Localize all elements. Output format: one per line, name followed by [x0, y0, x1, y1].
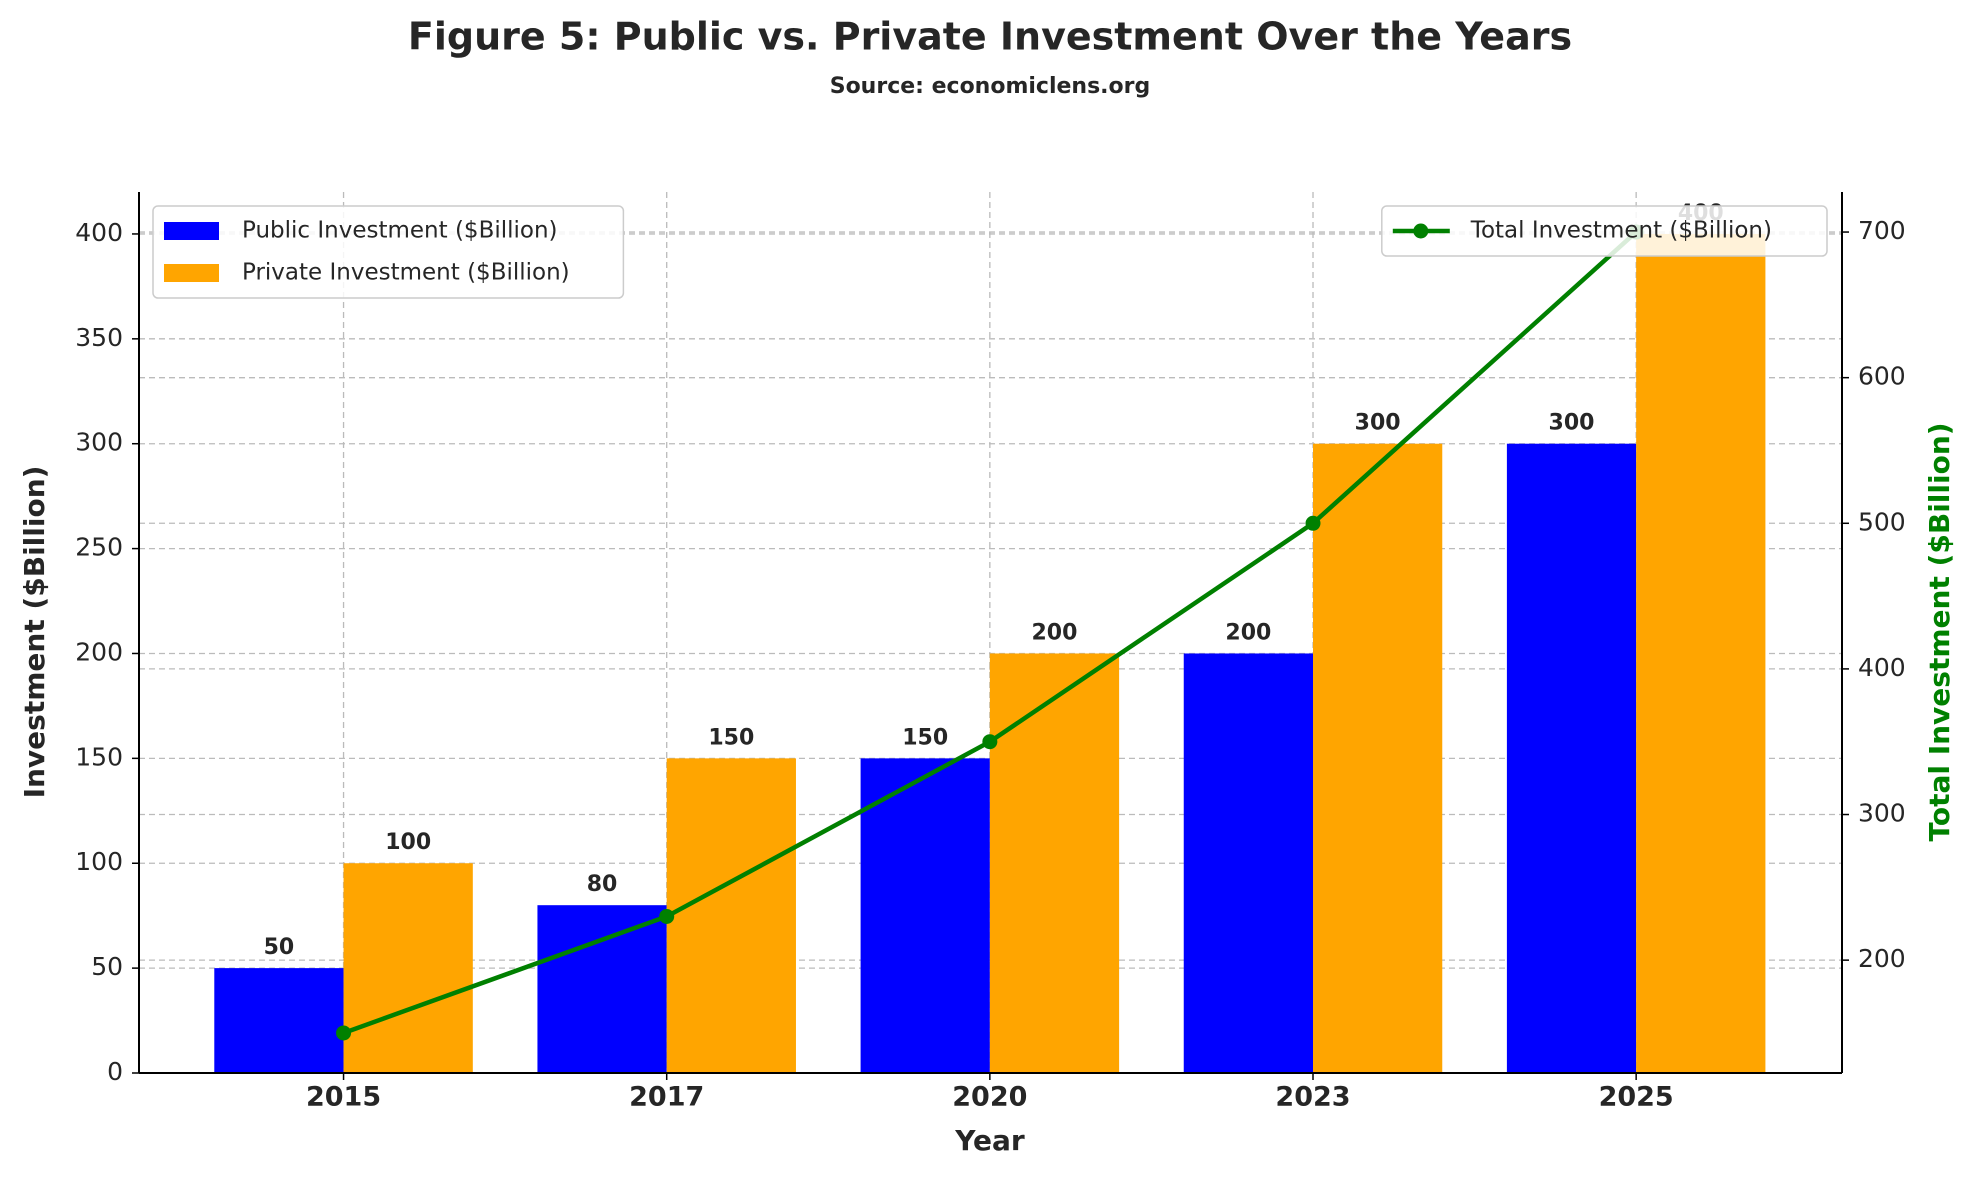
chart-subtitle: Source: economiclens.org — [830, 74, 1151, 99]
x-tick-label: 2023 — [1275, 1082, 1350, 1113]
bar — [1313, 443, 1443, 1073]
bar — [343, 863, 473, 1073]
legend-label: Total Investment ($Billion) — [1470, 218, 1772, 244]
point — [1305, 515, 1321, 531]
y2-tick-label: 700 — [1858, 216, 1906, 245]
x-tick-label: 2020 — [952, 1082, 1027, 1113]
x-tick-label: 2015 — [306, 1082, 381, 1113]
y-tick-label: 400 — [75, 218, 123, 247]
x-axis-label: Year — [954, 1124, 1025, 1157]
y2-tick-label: 300 — [1858, 799, 1906, 828]
legend-label: Private Investment ($Billion) — [242, 260, 570, 286]
point — [659, 908, 675, 924]
legend-marker — [1413, 223, 1429, 239]
bar — [989, 653, 1120, 1073]
data-label: 100 — [385, 830, 431, 855]
y-tick-label: 200 — [75, 637, 123, 666]
y2-tick-label: 600 — [1858, 362, 1906, 391]
bar — [666, 758, 796, 1073]
data-label: 80 — [587, 872, 618, 897]
y-tick-label: 350 — [75, 323, 123, 352]
bars — [214, 233, 1766, 1073]
chart-title: Figure 5: Public vs. Private Investment … — [408, 15, 1572, 59]
data-label: 300 — [1355, 411, 1401, 436]
x-tick-label: 2017 — [629, 1082, 704, 1113]
y-tick-label: 100 — [75, 847, 123, 876]
legend-label: Public Investment ($Billion) — [242, 218, 558, 244]
bar — [1636, 233, 1766, 1073]
bar — [537, 905, 667, 1073]
x-tick-label: 2025 — [1599, 1082, 1674, 1113]
data-label: 150 — [708, 725, 754, 750]
point — [982, 734, 998, 750]
data-label: 50 — [264, 935, 295, 960]
y-tick-label: 300 — [75, 428, 123, 457]
data-label: 300 — [1549, 411, 1595, 436]
data-label: 200 — [1032, 620, 1078, 645]
y2-tick-label: 400 — [1858, 653, 1906, 682]
y-tick-label: 50 — [91, 952, 123, 981]
bar — [214, 968, 344, 1073]
legend-swatch — [164, 264, 219, 282]
legend-swatch — [164, 222, 219, 240]
point — [336, 1025, 352, 1041]
y2-tick-label: 200 — [1858, 944, 1906, 973]
data-label: 200 — [1225, 620, 1271, 645]
bar — [860, 758, 990, 1073]
data-label: 150 — [902, 725, 948, 750]
legend-box — [152, 205, 625, 299]
labels: 0 50 100 150 200 250 300 350 400 200 300 400 500 600 7… — [75, 201, 1905, 1113]
legend-box — [1381, 205, 1828, 257]
legend: Public Investment ($Billion) Private Inve… — [152, 205, 625, 299]
bar — [1506, 443, 1637, 1073]
y2-axis-label: Total Investment ($Billion) — [1923, 422, 1956, 841]
y-tick-label: 250 — [75, 533, 123, 562]
bar — [1183, 653, 1314, 1073]
y2-tick-label: 500 — [1858, 507, 1906, 536]
y-tick-label: 0 — [107, 1057, 123, 1086]
legend: Total Investment ($Billion) — [1381, 205, 1828, 257]
y-axis-label: Investment ($Billion) — [18, 466, 51, 799]
y-tick-label: 150 — [75, 742, 123, 771]
